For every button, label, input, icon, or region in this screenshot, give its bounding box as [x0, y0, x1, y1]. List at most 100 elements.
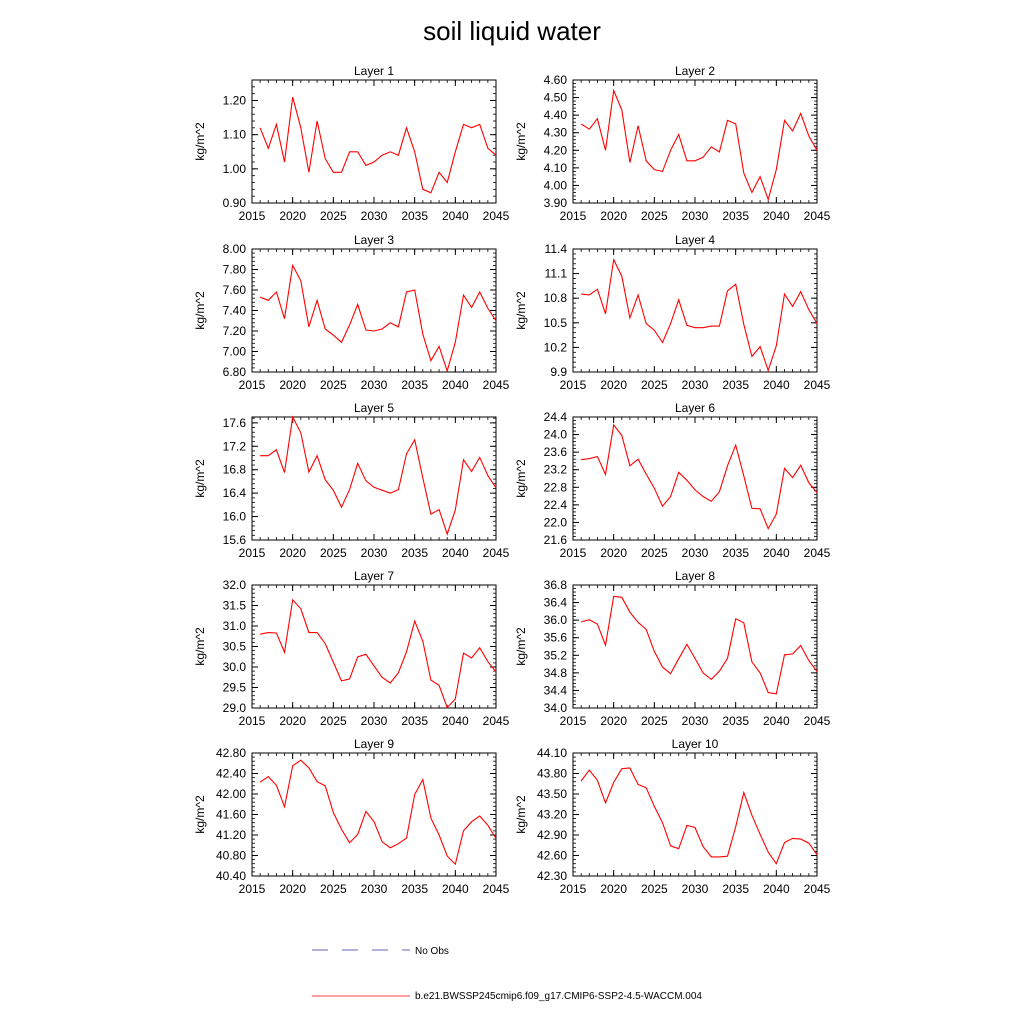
x-tick-label: 2030	[682, 209, 709, 223]
legend: No Obs b.e21.BWSSP245cmip6.f09_g17.CMIP6-…	[312, 946, 702, 1002]
y-axis-label: kg/m^2	[514, 795, 528, 834]
x-tick-label: 2015	[560, 378, 587, 392]
x-tick-label: 2035	[401, 378, 428, 392]
y-tick-label: 16.4	[223, 486, 247, 500]
x-tick-label: 2030	[682, 714, 709, 728]
series-line	[260, 415, 497, 536]
x-tick-label: 2035	[722, 378, 749, 392]
y-tick-label: 1.20	[223, 94, 247, 108]
y-tick-label: 4.40	[544, 108, 568, 122]
y-tick-label: 7.40	[223, 304, 247, 318]
panel-layer-3: Layer 3 2015 2020 2025 2030 2035 2040 2045 6.80 7…	[193, 233, 510, 392]
x-tick-label: 2015	[239, 378, 266, 392]
x-tick-label: 2040	[442, 546, 469, 560]
y-tick-label: 4.60	[544, 73, 568, 87]
y-tick-label: 32.0	[223, 578, 247, 592]
y-tick-label: 22.0	[544, 515, 568, 529]
plot-frame	[251, 79, 497, 204]
x-tick-label: 2015	[560, 882, 587, 896]
y-tick-label: 3.90	[544, 196, 568, 210]
y-tick-label: 7.00	[223, 345, 247, 359]
series-line	[259, 759, 497, 866]
y-axis-label: kg/m^2	[514, 627, 528, 666]
y-tick-label: 31.5	[223, 599, 247, 613]
x-tick-label: 2025	[641, 714, 668, 728]
panel-layer-7: Layer 7 2015 2020 2025 2030 2035 2040 2045 29.0 2…	[193, 569, 510, 728]
x-tick-label: 2025	[641, 882, 668, 896]
plot-frame	[251, 584, 497, 709]
x-tick-label: 2020	[279, 546, 306, 560]
y-axis-label: kg/m^2	[193, 122, 207, 161]
panel-title: Layer 8	[675, 569, 715, 583]
x-tick-label: 2045	[483, 714, 510, 728]
y-tick-label: 43.50	[537, 787, 567, 801]
y-axis-label: kg/m^2	[514, 291, 528, 330]
x-tick-label: 2020	[279, 882, 306, 896]
legend-label-no-obs: No Obs	[415, 946, 449, 957]
plot-frame	[251, 416, 497, 541]
x-tick-label: 2030	[361, 882, 388, 896]
y-tick-label: 42.80	[216, 746, 246, 760]
x-tick-label: 2025	[320, 209, 347, 223]
panel-layer-5: Layer 5 2015 2020 2025 2030 2035 2040 2045 15.6 1…	[193, 401, 510, 560]
y-tick-label: 24.0	[544, 428, 568, 442]
panel-title: Layer 9	[354, 737, 394, 751]
x-tick-label: 2035	[401, 209, 428, 223]
x-tick-label: 2040	[442, 378, 469, 392]
x-tick-label: 2020	[600, 378, 627, 392]
x-tick-label: 2030	[361, 209, 388, 223]
plot-frame	[572, 416, 818, 541]
panel-layer-4: Layer 4 2015 2020 2025 2030 2035 2040 2045 9.9 10…	[514, 233, 831, 392]
x-tick-label: 2020	[600, 714, 627, 728]
y-tick-label: 23.2	[544, 463, 568, 477]
y-tick-label: 42.00	[216, 787, 246, 801]
y-tick-label: 4.30	[544, 126, 568, 140]
y-tick-label: 29.5	[223, 681, 247, 695]
x-tick-label: 2025	[641, 378, 668, 392]
y-tick-label: 16.8	[223, 463, 247, 477]
series-line	[580, 88, 818, 202]
y-tick-label: 21.6	[544, 533, 568, 547]
x-tick-label: 2030	[682, 882, 709, 896]
x-tick-label: 2030	[361, 378, 388, 392]
y-axis-label: kg/m^2	[514, 459, 528, 498]
x-tick-label: 2020	[279, 714, 306, 728]
y-tick-label: 0.90	[223, 196, 247, 210]
x-tick-label: 2015	[239, 546, 266, 560]
x-tick-label: 2045	[483, 882, 510, 896]
y-tick-label: 36.4	[544, 596, 568, 610]
y-tick-label: 7.80	[223, 263, 247, 277]
x-tick-label: 2045	[804, 546, 831, 560]
legend-label-model: b.e21.BWSSP245cmip6.f09_g17.CMIP6-SSP2-4…	[415, 991, 702, 1002]
y-tick-label: 23.6	[544, 445, 568, 459]
y-tick-label: 30.0	[223, 660, 247, 674]
x-tick-label: 2015	[239, 714, 266, 728]
y-tick-label: 4.10	[544, 161, 568, 175]
y-tick-label: 11.1	[545, 267, 568, 281]
panel-layer-10: Layer 10 2015 2020 2025 2030 2035 2040 2045 42.3…	[514, 737, 831, 896]
x-tick-label: 2020	[279, 378, 306, 392]
y-tick-label: 40.40	[216, 869, 246, 883]
panel-title: Layer 4	[675, 233, 715, 247]
y-tick-label: 6.80	[223, 365, 247, 379]
x-tick-label: 2020	[279, 209, 306, 223]
panel-layer-2: Layer 2 2015 2020 2025 2030 2035 2040 2045 3.90 4…	[514, 64, 831, 223]
x-tick-label: 2040	[763, 546, 790, 560]
x-tick-label: 2015	[239, 209, 266, 223]
y-tick-label: 10.2	[544, 340, 568, 354]
y-axis-label: kg/m^2	[193, 291, 207, 330]
plot-frame	[251, 248, 497, 373]
panel-title: Layer 3	[354, 233, 394, 247]
y-tick-label: 24.4	[544, 410, 568, 424]
y-tick-label: 10.8	[544, 291, 568, 305]
x-tick-label: 2025	[641, 546, 668, 560]
x-tick-label: 2045	[483, 209, 510, 223]
y-tick-label: 1.10	[223, 128, 247, 142]
x-tick-label: 2030	[682, 546, 709, 560]
panel-title: Layer 6	[675, 401, 715, 415]
x-tick-label: 2045	[483, 378, 510, 392]
panel-layer-8: Layer 8 2015 2020 2025 2030 2035 2040 2045 34.0 3…	[514, 569, 831, 728]
y-tick-label: 44.10	[537, 746, 567, 760]
y-tick-label: 43.80	[537, 767, 567, 781]
